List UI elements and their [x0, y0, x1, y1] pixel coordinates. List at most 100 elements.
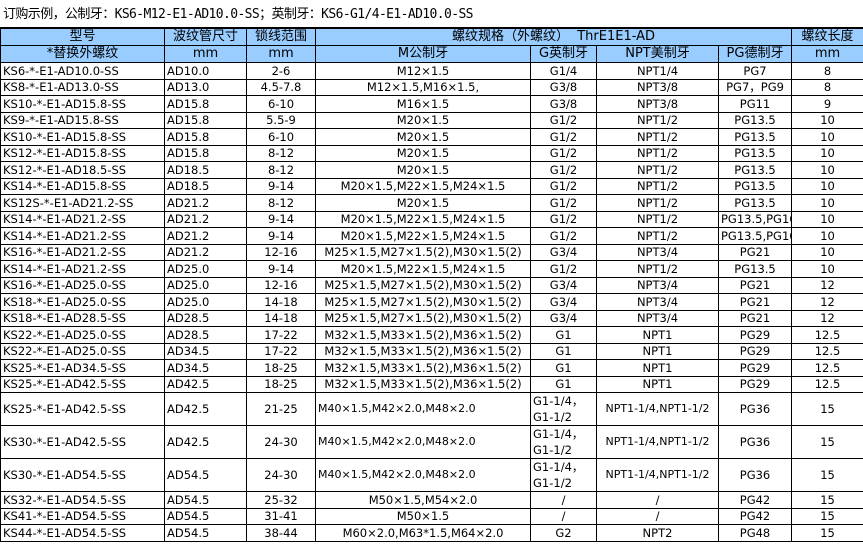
- cell-npt-thread: /: [596, 491, 719, 509]
- cell-pg-thread: PG21: [717, 243, 793, 261]
- cell-clamp-range: 9-14: [246, 177, 316, 195]
- cell-clamp-range: 17-22: [246, 326, 316, 344]
- order-example-title: 订购示例，公制牙：KS6-M12-E1-AD10.0-SS；英制牙：KS6-G1…: [0, 0, 863, 28]
- cell-pg-thread: PG13.5: [717, 194, 793, 212]
- cell-model: KS22-*-E1-AD25.0-SS: [0, 326, 165, 344]
- header-thread-length: 螺纹长度: [791, 28, 863, 46]
- cell-bellows-size: AD21.2: [164, 210, 247, 228]
- cell-pg-thread: PG29: [717, 342, 793, 360]
- cell-npt-thread: NPT1/2: [596, 144, 719, 162]
- header-model: 型号: [0, 28, 165, 46]
- cell-bellows-size: AD42.5: [164, 425, 247, 459]
- cell-clamp-range: 2-6: [246, 62, 316, 80]
- cell-thread-length: 12.5: [791, 342, 863, 360]
- cell-pg-thread: PG21: [717, 309, 793, 327]
- header-unit: mm: [246, 45, 316, 63]
- table-row: KS25-*-E1-AD42.5-SS AD42.5 18-25 M32×1.5,M3…: [0, 375, 863, 393]
- cell-thread-length: 12.5: [791, 375, 863, 393]
- cell-model: KS10-*-E1-AD15.8-SS: [0, 128, 165, 146]
- cell-npt-thread: NPT1: [596, 375, 719, 393]
- cell-thread-length: 12: [791, 276, 863, 294]
- cell-pg-thread: PG42: [717, 491, 793, 509]
- cell-pg-thread: PG13.5,PG16: [717, 227, 793, 245]
- cell-thread-length: 15: [791, 491, 863, 509]
- spec-table: 型号 波纹管尺寸 锁线范围 螺纹规格（外螺纹） ThrE1E1-AD 螺纹长度 …: [0, 28, 863, 542]
- cell-clamp-range: 14-18: [246, 293, 316, 311]
- cell-clamp-range: 12-16: [246, 276, 316, 294]
- cell-clamp-range: 9-14: [246, 210, 316, 228]
- cell-pg-thread: PG29: [717, 326, 793, 344]
- cell-bellows-size: AD54.5: [164, 524, 247, 542]
- cell-model: KS12-*-E1-AD15.8-SS: [0, 144, 165, 162]
- cell-clamp-range: 31-41: [246, 507, 316, 525]
- cell-model: KS44-*-E1-AD54.5-SS: [0, 524, 165, 542]
- cell-clamp-range: 6-10: [246, 128, 316, 146]
- cell-npt-thread: NPT1/2: [596, 210, 719, 228]
- cell-metric-thread: M32×1.5,M33×1.5(2),M36×1.5(2): [315, 342, 531, 360]
- cell-model: KS14-*-E1-AD21.2-SS: [0, 227, 165, 245]
- cell-bellows-size: AD54.5: [164, 507, 247, 525]
- cell-metric-thread: M20×1.5,M22×1.5,M24×1.5: [315, 177, 531, 195]
- table-row: KS12-*-E1-AD15.8-SS AD15.8 8-12 M20×1.5 G1/2…: [0, 144, 863, 162]
- cell-clamp-range: 24-30: [246, 425, 316, 459]
- cell-clamp-range: 38-44: [246, 524, 316, 542]
- cell-thread-length: 10: [791, 111, 863, 129]
- cell-pg-thread: PG29: [717, 359, 793, 377]
- cell-npt-thread: NPT1/2: [596, 194, 719, 212]
- cell-bellows-size: AD15.8: [164, 128, 247, 146]
- table-row: KS12S-*-E1-AD21.2-SS AD21.2 8-12 M20×1.5 G1/…: [0, 194, 863, 212]
- cell-british-thread: G1: [530, 375, 597, 393]
- cell-clamp-range: 4.5-7.8: [246, 78, 316, 96]
- header-replace-thread: *替换外螺纹: [0, 45, 165, 63]
- cell-british-thread: G2: [530, 524, 597, 542]
- cell-bellows-size: AD34.5: [164, 359, 247, 377]
- table-row: KS44-*-E1-AD54.5-SS AD54.5 38-44 M60×2.0,M6…: [0, 524, 863, 542]
- cell-thread-length: 15: [791, 507, 863, 525]
- table-row: KS14-*-E1-AD15.8-SS AD18.5 9-14 M20×1.5,M22…: [0, 177, 863, 195]
- cell-clamp-range: 18-25: [246, 359, 316, 377]
- table-row: KS14-*-E1-AD21.2-SS AD21.2 9-14 M20×1.5,M22…: [0, 227, 863, 245]
- cell-bellows-size: AD18.5: [164, 161, 247, 179]
- cell-thread-length: 12.5: [791, 359, 863, 377]
- cell-thread-length: 15: [791, 524, 863, 542]
- cell-metric-thread: M20×1.5: [315, 128, 531, 146]
- cell-thread-length: 8: [791, 62, 863, 80]
- cell-clamp-range: 8-12: [246, 161, 316, 179]
- cell-model: KS22-*-E1-AD25.0-SS: [0, 342, 165, 360]
- header-npt: NPT美制牙: [596, 45, 719, 63]
- cell-british-thread: G1-1/4，G1-1/2: [530, 458, 597, 492]
- cell-pg-thread: PG21: [717, 293, 793, 311]
- cell-model: KS9-*-E1-AD15.8-SS: [0, 111, 165, 129]
- header-unit: mm: [164, 45, 247, 63]
- table-row: KS10-*-E1-AD15.8-SS AD15.8 6-10 M16×1.5 G3/8…: [0, 95, 863, 113]
- cell-clamp-range: 8-12: [246, 194, 316, 212]
- cell-clamp-range: 25-32: [246, 491, 316, 509]
- cell-bellows-size: AD15.8: [164, 95, 247, 113]
- cell-pg-thread: PG13.5: [717, 260, 793, 278]
- cell-thread-length: 15: [791, 458, 863, 492]
- cell-model: KS32-*-E1-AD54.5-SS: [0, 491, 165, 509]
- cell-pg-thread: PG7，PG9: [717, 78, 793, 96]
- header-pg: PG德制牙: [717, 45, 793, 63]
- cell-british-thread: G3/8: [530, 95, 597, 113]
- cell-pg-thread: PG13.5,PG16: [717, 210, 793, 228]
- cell-metric-thread: M20×1.5: [315, 161, 531, 179]
- cell-clamp-range: 18-25: [246, 375, 316, 393]
- cell-thread-length: 15: [791, 425, 863, 459]
- cell-bellows-size: AD18.5: [164, 177, 247, 195]
- table-row: KS22-*-E1-AD25.0-SS AD34.5 17-22 M32×1.5,M3…: [0, 342, 863, 360]
- table-row: KS30-*-E1-AD54.5-SS AD54.5 24-30 M40×1.5,M4…: [0, 458, 863, 492]
- cell-thread-length: 10: [791, 210, 863, 228]
- cell-bellows-size: AD54.5: [164, 458, 247, 492]
- cell-british-thread: G1: [530, 342, 597, 360]
- cell-british-thread: G3/4: [530, 276, 597, 294]
- cell-pg-thread: PG42: [717, 507, 793, 525]
- cell-british-thread: G3/4: [530, 309, 597, 327]
- cell-metric-thread: M50×1.5,M54×2.0: [315, 491, 531, 509]
- header-row-1: 型号 波纹管尺寸 锁线范围 螺纹规格（外螺纹） ThrE1E1-AD 螺纹长度: [0, 28, 863, 46]
- header-clamp-range: 锁线范围: [246, 28, 316, 46]
- cell-metric-thread: M20×1.5,M22×1.5,M24×1.5: [315, 210, 531, 228]
- cell-metric-thread: M32×1.5,M33×1.5(2),M36×1.5(2): [315, 326, 531, 344]
- cell-npt-thread: NPT1/2: [596, 260, 719, 278]
- cell-bellows-size: AD28.5: [164, 309, 247, 327]
